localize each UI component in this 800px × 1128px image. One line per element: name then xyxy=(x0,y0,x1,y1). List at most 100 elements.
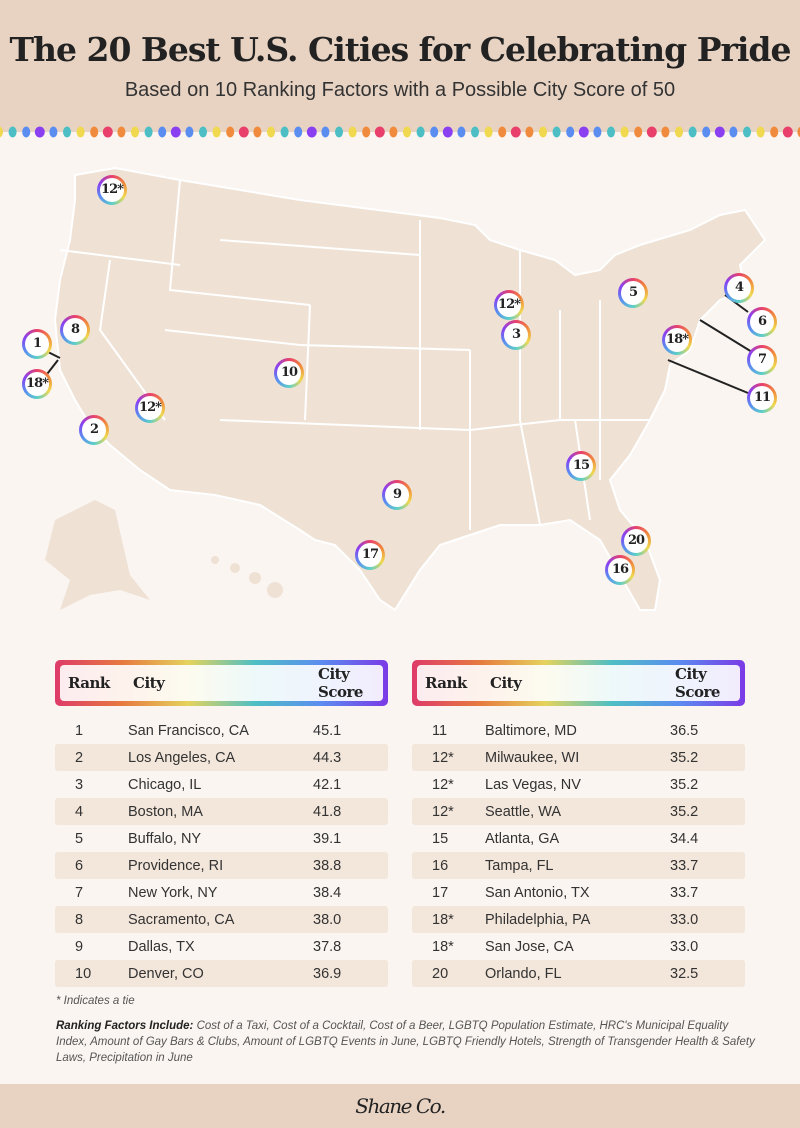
marker-rank: 12* xyxy=(497,293,521,317)
decorative-dot xyxy=(8,126,17,138)
table-row: 12* Milwaukee, WI 35.2 xyxy=(412,744,745,771)
rank-cell: 9 xyxy=(75,938,84,955)
city-marker: 10 xyxy=(274,358,304,388)
table-row: 2 Los Angeles, CA 44.3 xyxy=(55,744,388,771)
score-cell: 37.8 xyxy=(313,938,342,955)
decorative-dot xyxy=(634,126,643,138)
score-cell: 33.0 xyxy=(670,911,699,928)
marker-rank: 20 xyxy=(624,529,648,553)
city-marker: 9 xyxy=(382,480,412,510)
table-row: 12* Seattle, WA 35.2 xyxy=(412,798,745,825)
decorative-dot xyxy=(646,126,657,138)
city-cell: San Jose, CA xyxy=(485,938,574,955)
decorative-dot xyxy=(49,126,58,138)
city-cell: Milwaukee, WI xyxy=(485,749,580,766)
score-cell: 35.2 xyxy=(670,776,699,793)
marker-rank: 12* xyxy=(100,178,124,202)
marker-rank: 5 xyxy=(621,281,645,305)
score-cell: 34.4 xyxy=(670,830,699,847)
city-marker: 8 xyxy=(60,315,90,345)
decorative-dot xyxy=(756,126,765,138)
city-marker: 16 xyxy=(605,555,635,585)
decorative-dot xyxy=(403,126,411,138)
score-cell: 38.0 xyxy=(313,911,342,928)
us-mainland xyxy=(53,166,767,612)
rank-cell: 5 xyxy=(75,830,84,847)
score-cell: 33.7 xyxy=(670,857,699,874)
decorative-dot xyxy=(770,126,779,138)
table-row: 16 Tampa, FL 33.7 xyxy=(412,852,745,879)
rank-cell: 1 xyxy=(75,722,84,739)
decorative-dot xyxy=(131,126,139,138)
rank-cell: 15 xyxy=(432,830,449,847)
decorative-dot xyxy=(661,126,670,138)
rank-cell: 8 xyxy=(75,911,84,928)
marker-rank: 3 xyxy=(504,323,528,347)
decorative-dot xyxy=(607,126,615,138)
table-row: 17 San Antonio, TX 33.7 xyxy=(412,879,745,906)
decorative-dot xyxy=(0,126,3,138)
decorative-dot xyxy=(321,126,330,138)
city-marker: 20 xyxy=(621,526,651,556)
rank-cell: 12* xyxy=(432,776,454,793)
score-cell: 44.3 xyxy=(313,749,342,766)
decorative-dot xyxy=(510,126,521,138)
decorative-dot xyxy=(22,126,31,138)
table-row: 6 Providence, RI 38.8 xyxy=(55,852,388,879)
table-row: 18* San Jose, CA 33.0 xyxy=(412,933,745,960)
city-marker: 15 xyxy=(566,451,596,481)
marker-rank: 18* xyxy=(665,328,689,352)
decorative-dot xyxy=(102,126,113,138)
ranking-table-left: Rank City City Score 1 San Francisco, CA 4… xyxy=(55,660,388,987)
score-cell: 42.1 xyxy=(313,776,342,793)
city-marker: 4 xyxy=(724,273,754,303)
city-header: City xyxy=(133,674,165,692)
decorative-dot xyxy=(306,126,317,138)
city-cell: Buffalo, NY xyxy=(128,830,202,847)
city-cell: Los Angeles, CA xyxy=(128,749,236,766)
brand-logo: Shane Co. xyxy=(355,1094,446,1118)
marker-rank: 10 xyxy=(277,361,301,385)
decorative-dot xyxy=(212,126,221,138)
factors-label: Ranking Factors Include: xyxy=(56,1020,194,1032)
decorative-dot xyxy=(729,126,738,138)
marker-rank: 9 xyxy=(385,483,409,507)
decorative-dot xyxy=(348,126,357,138)
table-row: 8 Sacramento, CA 38.0 xyxy=(55,906,388,933)
rank-cell: 11 xyxy=(432,722,448,739)
decorative-dot xyxy=(797,126,800,138)
table-row: 5 Buffalo, NY 39.1 xyxy=(55,825,388,852)
city-marker: 3 xyxy=(501,320,531,350)
table-row: 4 Boston, MA 41.8 xyxy=(55,798,388,825)
score-cell: 33.7 xyxy=(670,884,699,901)
decorative-dot xyxy=(335,126,343,138)
city-cell: Philadelphia, PA xyxy=(485,911,591,928)
decorative-dot xyxy=(389,126,398,138)
table-row: 3 Chicago, IL 42.1 xyxy=(55,771,388,798)
table-row: 12* Las Vegas, NV 35.2 xyxy=(412,771,745,798)
rank-cell: 6 xyxy=(75,857,84,874)
marker-rank: 18* xyxy=(25,372,49,396)
us-map xyxy=(43,166,767,612)
marker-rank: 12* xyxy=(138,396,162,420)
marker-rank: 4 xyxy=(727,276,751,300)
marker-rank: 16 xyxy=(608,558,632,582)
decorative-dot xyxy=(144,126,153,138)
city-header: City xyxy=(490,674,522,692)
decorative-dot xyxy=(76,126,85,138)
table-row: 7 New York, NY 38.4 xyxy=(55,879,388,906)
marker-rank: 11 xyxy=(750,386,774,410)
decorative-dot xyxy=(253,126,262,138)
rank-cell: 4 xyxy=(75,803,84,820)
score-cell: 36.9 xyxy=(313,965,342,982)
city-cell: Denver, CO xyxy=(128,965,204,982)
city-marker: 12* xyxy=(97,175,127,205)
decorative-dot xyxy=(185,126,194,138)
decorative-dot xyxy=(498,126,507,138)
city-cell: Las Vegas, NV xyxy=(485,776,581,793)
city-cell: Sacramento, CA xyxy=(128,911,235,928)
city-cell: Boston, MA xyxy=(128,803,203,820)
city-cell: Providence, RI xyxy=(128,857,224,874)
decorative-dot xyxy=(117,126,126,138)
decorative-dot xyxy=(782,126,793,138)
